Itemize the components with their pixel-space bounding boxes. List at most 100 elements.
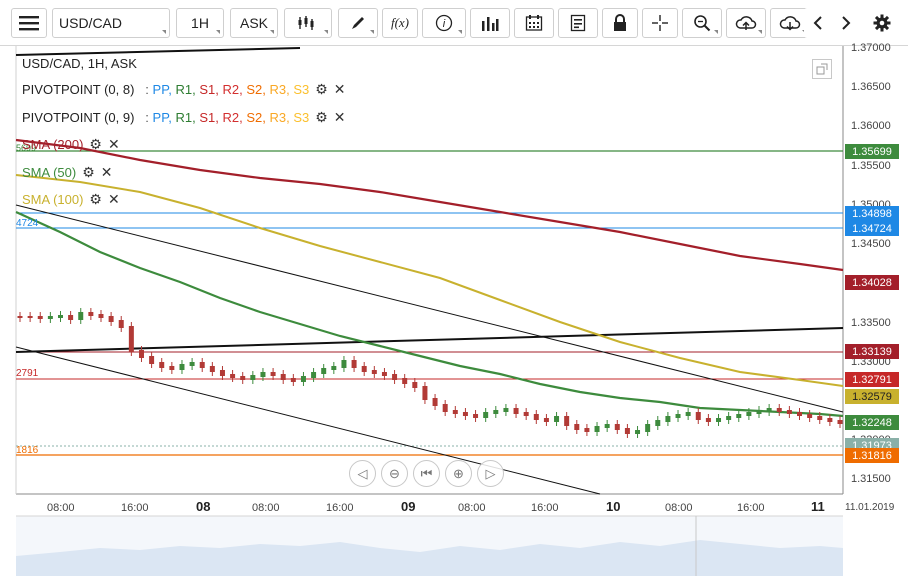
- candle-body: [280, 374, 286, 380]
- cloud-upload-icon[interactable]: [726, 8, 766, 38]
- gear-icon[interactable]: ⚙: [89, 191, 102, 207]
- candle-body: [614, 424, 620, 430]
- price-type-selector[interactable]: ASK: [230, 8, 278, 38]
- scroll-right-icon[interactable]: ▷: [477, 460, 504, 487]
- sma-200-label: SMA (200): [22, 137, 84, 152]
- x-tick: 16:00: [326, 502, 354, 514]
- zoom-in-icon[interactable]: ⊕: [445, 460, 472, 487]
- hamburger-menu-icon[interactable]: [11, 8, 47, 38]
- settings-gear-icon[interactable]: [866, 8, 898, 38]
- pivot-r3: R3,: [269, 110, 290, 125]
- candle-body: [452, 410, 458, 414]
- candle-body: [594, 426, 600, 432]
- fx-label: f(x): [390, 15, 410, 30]
- candle-body: [817, 416, 823, 420]
- date-label: 11.01.2019: [845, 502, 895, 513]
- price-tag: 1.33139: [845, 344, 899, 359]
- pivot-s2: S2,: [246, 110, 266, 125]
- y-tick: 1.33000: [851, 356, 891, 368]
- pivot-legend-1[interactable]: PIVOTPOINT (0, 8) : PP, R1, S1, R2, S2, …: [22, 81, 346, 98]
- caret-icon: [758, 30, 762, 34]
- candle-body: [695, 412, 701, 420]
- sma-50-legend[interactable]: SMA (50) ⚙ ✕: [22, 164, 112, 181]
- close-icon[interactable]: ✕: [107, 136, 120, 152]
- caret-icon: [370, 30, 374, 34]
- price-tag: 1.32248: [845, 415, 899, 430]
- x-tick-day: 08: [196, 499, 211, 514]
- sma-200-line: [15, 138, 844, 272]
- scroll-left-icon[interactable]: ◁: [349, 460, 376, 487]
- left-label-s1: 2791: [16, 368, 39, 379]
- candle-body: [230, 374, 236, 378]
- candle-body: [402, 378, 408, 384]
- candle-body: [159, 362, 165, 368]
- pivot-r2: R2,: [222, 82, 243, 97]
- candle-body: [392, 374, 398, 380]
- chart-title-label: USD/CAD, 1H, ASK: [22, 56, 137, 71]
- gear-icon[interactable]: ⚙: [89, 136, 102, 152]
- gear-icon[interactable]: ⚙: [315, 109, 328, 125]
- candle-body: [564, 416, 570, 426]
- sma-50-label: SMA (50): [22, 165, 77, 180]
- y-tick: 1.35500: [851, 160, 891, 172]
- candle-body: [543, 418, 549, 422]
- close-icon[interactable]: ✕: [333, 109, 346, 125]
- sma-200-legend[interactable]: SMA (200) ⚙ ✕: [22, 136, 120, 153]
- candle-body: [98, 314, 104, 318]
- template-icon[interactable]: [558, 8, 598, 38]
- bar-chart-icon[interactable]: [470, 8, 510, 38]
- caret-icon: [270, 30, 274, 34]
- candle-body: [462, 412, 468, 416]
- info-icon[interactable]: i: [422, 8, 466, 38]
- draw-icon[interactable]: [338, 8, 378, 38]
- popout-icon[interactable]: [812, 59, 832, 79]
- zoom-out-icon[interactable]: ⊖: [381, 460, 408, 487]
- zoom-icon[interactable]: [682, 8, 722, 38]
- close-icon[interactable]: ✕: [107, 191, 120, 207]
- function-icon[interactable]: f(x): [382, 8, 418, 38]
- reset-zoom-icon[interactable]: ⏮: [413, 460, 440, 487]
- caret-icon: [714, 30, 718, 34]
- trendline-horizontal: [15, 327, 844, 353]
- price-tag: 1.34898: [845, 206, 899, 221]
- candle-body: [533, 414, 539, 420]
- x-tick-day: 11: [811, 499, 825, 514]
- close-icon[interactable]: ✕: [333, 81, 346, 97]
- candle-body: [219, 370, 225, 376]
- gear-icon[interactable]: ⚙: [82, 164, 95, 180]
- pivot-r1: R1,: [175, 82, 196, 97]
- gear-icon[interactable]: ⚙: [315, 81, 328, 97]
- candle-body: [776, 408, 782, 412]
- svg-text:i: i: [443, 18, 446, 30]
- close-icon[interactable]: ✕: [100, 164, 113, 180]
- candlestick-series: [17, 308, 843, 438]
- pivot-legend-2[interactable]: PIVOTPOINT (0, 9) : PP, R1, S1, R2, S2, …: [22, 109, 346, 126]
- candle-body: [675, 414, 681, 418]
- candle-body: [746, 412, 752, 416]
- candle-body: [705, 418, 711, 422]
- candle-body: [523, 412, 529, 416]
- chart-type-icon[interactable]: [284, 8, 332, 38]
- crosshair-icon[interactable]: [642, 8, 678, 38]
- pivot-sep: :: [145, 82, 149, 97]
- calendar-icon[interactable]: [514, 8, 554, 38]
- candle-body: [27, 316, 33, 318]
- lock-icon[interactable]: [602, 8, 638, 38]
- candle-body: [88, 312, 94, 316]
- price-tag: 1.32579: [845, 389, 899, 404]
- chevron-right-icon[interactable]: [832, 8, 860, 38]
- x-tick: 16:00: [531, 502, 559, 514]
- candle-body: [665, 416, 671, 422]
- candle-body: [78, 312, 84, 320]
- candle-body: [756, 410, 762, 414]
- caret-icon: [458, 30, 462, 34]
- symbol-selector[interactable]: USD/CAD: [52, 8, 170, 38]
- pivot-s2: S2,: [246, 82, 266, 97]
- sma-100-legend[interactable]: SMA (100) ⚙ ✕: [22, 191, 120, 208]
- chevron-left-icon[interactable]: [804, 8, 832, 38]
- candle-body: [118, 320, 124, 328]
- candle-body: [371, 370, 377, 374]
- timeframe-selector[interactable]: 1H: [176, 8, 224, 38]
- y-tick: 1.37000: [851, 42, 891, 54]
